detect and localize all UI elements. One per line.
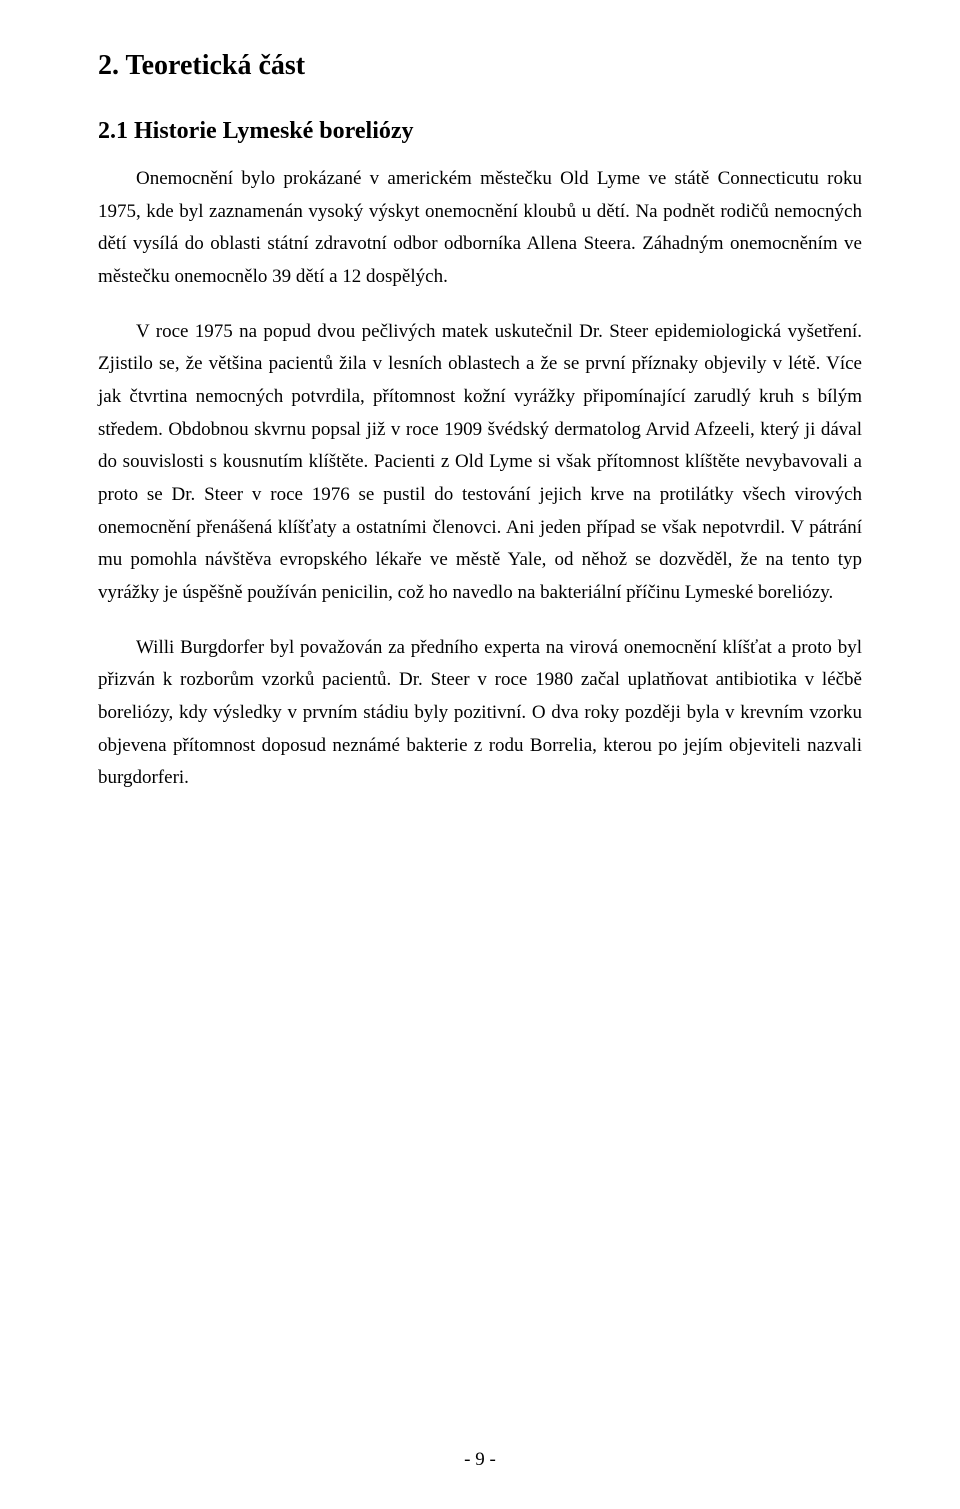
section-heading-1: 2. Teoretická část: [98, 50, 862, 82]
body-paragraph: V roce 1975 na popud dvou pečlivých mate…: [98, 316, 862, 610]
body-paragraph: Onemocnění bylo prokázané v americkém mě…: [98, 163, 862, 294]
body-paragraph: Willi Burgdorfer byl považován za přední…: [98, 632, 862, 795]
section-heading-2: 2.1 Historie Lymeské boreliózy: [98, 118, 862, 145]
page-number: - 9 -: [0, 1449, 960, 1471]
